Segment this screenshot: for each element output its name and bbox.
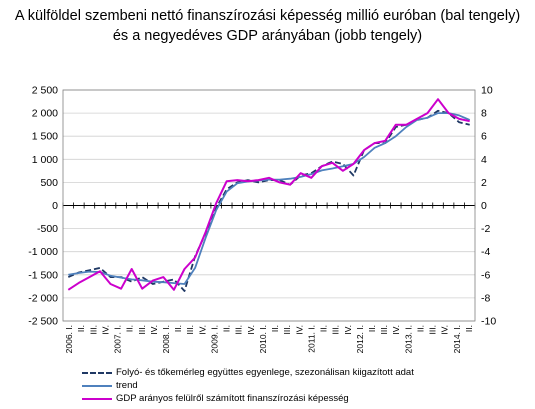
series-line-1 bbox=[68, 112, 471, 285]
x-tick-label-16: 2010. I. bbox=[258, 325, 268, 353]
legend-label-3: GDP arányos felülről számított finanszír… bbox=[116, 393, 349, 404]
legend-swatch-gdp bbox=[82, 397, 112, 400]
series-lines bbox=[67, 98, 471, 292]
x-tick-label-4: 2007. I. bbox=[113, 325, 123, 353]
x-tick-label-3: IV. bbox=[100, 325, 110, 335]
y-right-tick-0: 10 bbox=[481, 85, 493, 97]
y-right-tick-3: 4 bbox=[481, 154, 487, 166]
x-tick-label-10: III. bbox=[185, 325, 195, 334]
y-right-tick-10: -10 bbox=[481, 316, 496, 328]
y-left-tick-10: -2 500 bbox=[28, 316, 58, 328]
plot-border bbox=[62, 89, 476, 322]
x-tick-label-22: III. bbox=[331, 325, 341, 334]
x-tick-label-0: 2006. I. bbox=[64, 325, 74, 353]
y-left-tick-8: -1 500 bbox=[28, 269, 58, 281]
y-left-tick-2: 1 500 bbox=[32, 131, 58, 143]
legend-label-2: trend bbox=[116, 380, 138, 391]
x-tick-label-6: III. bbox=[137, 325, 147, 334]
x-tick-label-1: II. bbox=[76, 325, 86, 332]
x-tick-label-30: III. bbox=[428, 325, 438, 334]
y-right-tick-6: -2 bbox=[481, 223, 490, 235]
x-tick-label-26: III. bbox=[379, 325, 389, 334]
legend-item-1: Folyó- és tőkemérleg együttes egyenlege,… bbox=[82, 366, 414, 379]
x-tick-label-20: 2011. I. bbox=[306, 325, 316, 353]
tick-labels: 2 500 10 2 000 8 1 500 6 1 000 4 500 2 0 0 -500 -2 -1 … bbox=[28, 85, 496, 354]
y-left-tick-6: -500 bbox=[37, 223, 58, 235]
x-tick-label-5: II. bbox=[125, 325, 135, 332]
x-tick-label-14: III. bbox=[234, 325, 244, 334]
y-left-tick-5: 0 bbox=[52, 200, 58, 212]
y-right-tick-1: 8 bbox=[481, 108, 487, 120]
series-line-2 bbox=[67, 98, 470, 291]
x-tick-label-19: IV. bbox=[294, 325, 304, 335]
y-left-tick-0: 2 500 bbox=[32, 85, 58, 97]
x-tick-label-29: II. bbox=[415, 325, 425, 332]
chart-title-line-1: A külföldel szembeni nettó finanszírozás… bbox=[14, 8, 521, 24]
x-tick-label-32: 2014. I. bbox=[452, 325, 462, 353]
axes bbox=[62, 89, 476, 322]
x-tick-label-28: 2013. I. bbox=[403, 325, 413, 353]
x-tick-label-11: IV. bbox=[197, 325, 207, 335]
x-tick-label-33: II. bbox=[464, 325, 474, 332]
y-right-tick-2: 6 bbox=[481, 131, 487, 143]
legend-swatch-dashed bbox=[82, 371, 112, 374]
legend-item-2: trend bbox=[82, 379, 414, 392]
series-line-0 bbox=[67, 109, 470, 292]
legend-swatch-trend bbox=[82, 384, 112, 387]
legend: Folyó- és tőkemérleg együttes egyenlege,… bbox=[82, 366, 414, 405]
y-left-tick-7: -1 000 bbox=[28, 246, 58, 258]
x-tick-label-12: 2009. I. bbox=[209, 325, 219, 353]
y-right-tick-9: -8 bbox=[481, 292, 490, 304]
chart-title: A külföldel szembeni nettó finanszírozás… bbox=[0, 6, 535, 46]
x-tick-label-31: IV. bbox=[440, 325, 450, 335]
y-left-tick-9: -2 000 bbox=[28, 292, 58, 304]
x-tick-label-9: II. bbox=[173, 325, 183, 332]
y-right-tick-4: 2 bbox=[481, 177, 487, 189]
x-tick-label-24: 2012. I. bbox=[355, 325, 365, 353]
legend-label-1: Folyó- és tőkemérleg együttes egyenlege,… bbox=[116, 367, 414, 378]
y-right-tick-8: -6 bbox=[481, 269, 490, 281]
x-tick-label-18: III. bbox=[282, 325, 292, 334]
y-left-tick-4: 500 bbox=[40, 177, 58, 189]
y-right-tick-5: 0 bbox=[481, 200, 487, 212]
y-left-tick-3: 1 000 bbox=[32, 154, 58, 166]
y-right-tick-7: -4 bbox=[481, 246, 490, 258]
x-tick-label-17: II. bbox=[270, 325, 280, 332]
x-tick-label-25: II. bbox=[367, 325, 377, 332]
x-tick-label-8: 2008. I. bbox=[161, 325, 171, 353]
x-tick-label-15: IV. bbox=[246, 325, 256, 335]
x-tick-label-21: II. bbox=[319, 325, 329, 332]
x-tick-label-7: IV. bbox=[149, 325, 159, 335]
x-tick-label-13: II. bbox=[222, 325, 232, 332]
x-tick-label-27: IV. bbox=[391, 325, 401, 335]
x-tick-label-2: III. bbox=[88, 325, 98, 334]
chart-title-line-2: és a negyedéves GDP arányában (jobb teng… bbox=[112, 28, 423, 44]
legend-item-3: GDP arányos felülről számított finanszír… bbox=[82, 392, 414, 405]
y-left-tick-1: 2 000 bbox=[32, 108, 58, 120]
x-tick-label-23: IV. bbox=[343, 325, 353, 335]
